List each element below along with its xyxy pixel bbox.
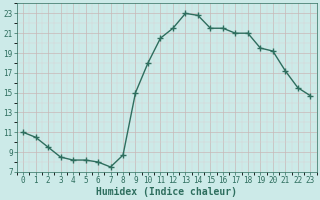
X-axis label: Humidex (Indice chaleur): Humidex (Indice chaleur) [96, 186, 237, 197]
